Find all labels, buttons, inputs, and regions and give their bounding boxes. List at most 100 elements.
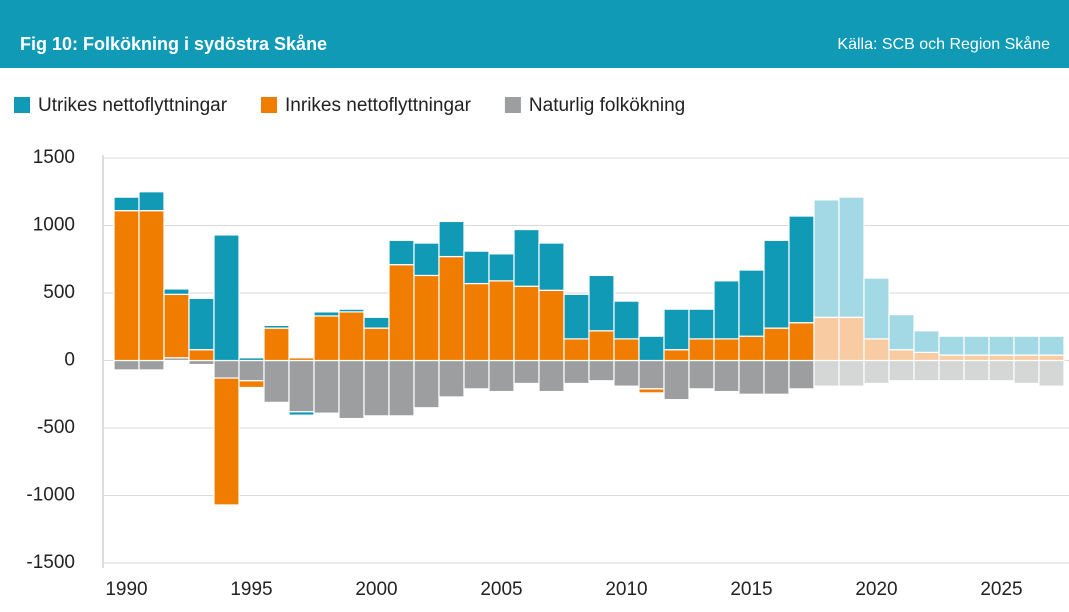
bar-segment: [838, 359, 865, 387]
bar-segment: [938, 359, 965, 382]
bar-segment: [613, 359, 640, 387]
bar-segment: [413, 242, 440, 277]
bar-segment: [738, 335, 765, 362]
bar-segment: [1013, 354, 1040, 362]
bar-segment: [763, 327, 790, 362]
bar-segment: [363, 327, 390, 362]
bar-segment: [388, 359, 415, 417]
bar-segment: [363, 316, 390, 329]
bar-segment: [988, 354, 1015, 362]
bar-segment: [113, 196, 140, 212]
bar-segment: [763, 359, 790, 395]
bar-segment: [713, 280, 740, 340]
source: Källa: SCB och Region Skåne: [837, 35, 1050, 53]
legend-label: Utrikes nettoflyttningar: [38, 95, 228, 116]
bar-segment: [838, 196, 865, 318]
bar-segment: [238, 380, 265, 389]
bar-segment: [663, 349, 690, 362]
y-tick-label: -1500: [26, 552, 75, 573]
bar-segment: [388, 264, 415, 362]
bar-segment: [913, 359, 940, 382]
x-tick-label: 2025: [980, 579, 1022, 600]
bar-segment: [713, 359, 740, 393]
bar-segment: [763, 239, 790, 329]
bar-segment: [138, 210, 165, 362]
bar-segment: [788, 322, 815, 362]
bar-segment: [738, 359, 765, 395]
bar-segment: [688, 359, 715, 390]
bar-segment: [513, 228, 540, 287]
bar-segment: [588, 330, 615, 362]
bar-segment: [263, 327, 290, 362]
legend-swatch: [14, 97, 30, 113]
bar-segment: [113, 359, 140, 371]
bar-segment: [813, 199, 840, 318]
bar-segment: [213, 359, 240, 379]
bar-segment: [563, 293, 590, 340]
bar-segment: [238, 357, 265, 362]
bar-segment: [463, 282, 490, 362]
bar-segment: [338, 311, 365, 362]
x-tick-label: 2000: [355, 579, 397, 600]
bar-segment: [513, 285, 540, 362]
bar-segment: [288, 411, 315, 416]
bar-segment: [163, 288, 190, 295]
bar-segment: [1013, 359, 1040, 385]
bar-segment: [488, 253, 515, 282]
bar-segment: [138, 191, 165, 212]
bar-segment: [963, 335, 990, 356]
bar-segment: [313, 315, 340, 362]
bar-segment: [563, 359, 590, 385]
bar-segment: [188, 349, 215, 362]
bar-segment: [438, 359, 465, 398]
bar-segment: [238, 359, 265, 382]
bar-segment: [1038, 354, 1065, 362]
y-tick-label: -1000: [26, 485, 75, 506]
bar-segment: [413, 274, 440, 362]
bar-segment: [288, 357, 315, 362]
y-tick-label: -500: [37, 417, 75, 438]
bar-segment: [938, 354, 965, 362]
bar-segment: [313, 359, 340, 414]
bar-segment: [913, 330, 940, 353]
bar-segment: [813, 359, 840, 387]
bar-segment: [488, 280, 515, 362]
bar-segment: [263, 359, 290, 403]
bar-segment: [713, 338, 740, 362]
x-tick-label: 2010: [605, 579, 647, 600]
bar-segment: [538, 242, 565, 291]
bar-segment: [538, 359, 565, 393]
header-band: [0, 0, 1069, 68]
bar-segment: [688, 338, 715, 362]
bar-segment: [863, 338, 890, 362]
bar-segment: [413, 359, 440, 409]
bar-segment: [663, 308, 690, 351]
bar-segment: [688, 308, 715, 340]
bar-segment: [163, 293, 190, 359]
bar-segment: [1038, 359, 1065, 387]
x-tick-label: 2015: [730, 579, 772, 600]
bar-segment: [838, 316, 865, 362]
bar-segment: [138, 359, 165, 371]
bar-segment: [463, 250, 490, 285]
bar-segment: [638, 335, 665, 362]
legend-label: Inrikes nettoflyttningar: [285, 95, 472, 116]
bar-segment: [263, 324, 290, 329]
bar-segment: [888, 349, 915, 362]
bar-segment: [438, 220, 465, 258]
bar-segment: [888, 359, 915, 382]
bar-segment: [863, 277, 890, 340]
y-tick-label: 1500: [33, 147, 75, 168]
bar-segment: [963, 359, 990, 382]
bar-segment: [663, 359, 690, 401]
bar-segment: [488, 359, 515, 393]
y-tick-label: 1000: [33, 215, 75, 236]
x-tick-label: 1990: [105, 579, 147, 600]
y-tick-label: 500: [43, 282, 75, 303]
bar-segment: [313, 311, 340, 317]
bar-segment: [113, 210, 140, 362]
bar-segment: [863, 359, 890, 385]
bar-segment: [388, 239, 415, 266]
bar-segment: [638, 359, 665, 390]
